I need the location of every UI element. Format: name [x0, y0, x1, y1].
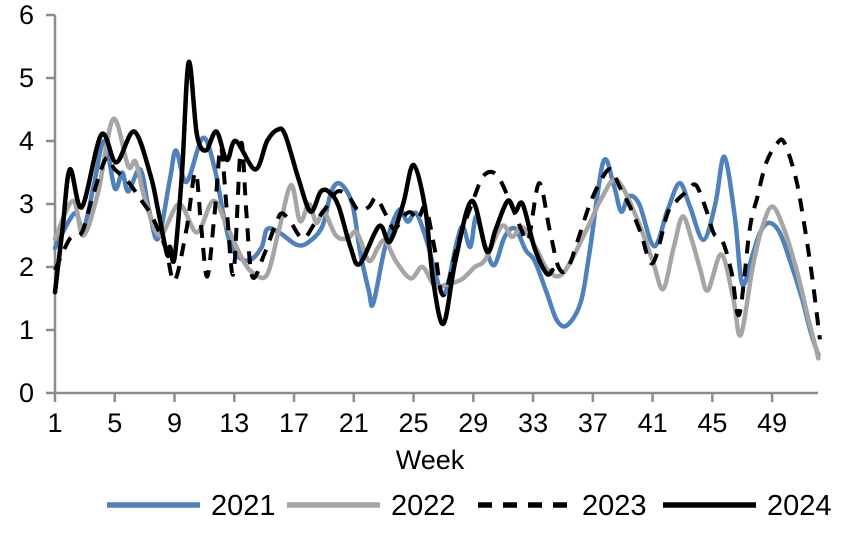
series-lines — [52, 60, 822, 361]
legend-label: 2022 — [391, 490, 456, 522]
x-tick-label: 21 — [339, 408, 369, 438]
x-tick-label: 33 — [518, 408, 548, 438]
y-tick-label: 1 — [19, 315, 34, 345]
y-tick-label: 0 — [19, 378, 34, 408]
x-tick-label: 49 — [757, 408, 787, 438]
x-tick-label: 37 — [578, 408, 608, 438]
x-axis-labels: 1 5 9 13 17 21 25 29 33 37 41 45 49 — [47, 408, 787, 438]
x-axis-title: Week — [396, 445, 465, 475]
legend-label: 2024 — [767, 490, 832, 522]
y-tick-label: 5 — [19, 63, 34, 93]
x-tick-label: 45 — [697, 408, 727, 438]
x-tick-label: 25 — [399, 408, 429, 438]
x-tick-label: 1 — [47, 408, 62, 438]
legend-label: 2023 — [582, 490, 647, 522]
x-tick-label: 41 — [638, 408, 668, 438]
y-tick-label: 4 — [19, 126, 34, 156]
y-tick-label: 2 — [19, 252, 34, 282]
legend-item-2023: 2023 — [478, 490, 647, 522]
x-tick-label: 9 — [167, 408, 182, 438]
series-line-2024 — [52, 60, 555, 326]
legend-label: 2021 — [211, 490, 276, 522]
y-axis-labels: 0 1 2 3 4 5 6 — [19, 0, 34, 408]
legend-item-2022: 2022 — [287, 490, 456, 522]
y-tick-label: 3 — [19, 189, 34, 219]
x-tick-label: 17 — [279, 408, 309, 438]
axes — [46, 13, 818, 402]
x-tick-label: 29 — [458, 408, 488, 438]
series-line-2023 — [53, 137, 822, 340]
legend-item-2021: 2021 — [107, 490, 276, 522]
series-line-2021 — [52, 135, 821, 358]
x-tick-label: 5 — [107, 408, 122, 438]
legend-item-2024: 2024 — [663, 490, 832, 522]
y-tick-label: 6 — [19, 0, 34, 30]
x-tick-label: 13 — [219, 408, 249, 438]
legend: 2021 2022 2023 2024 — [107, 490, 832, 522]
